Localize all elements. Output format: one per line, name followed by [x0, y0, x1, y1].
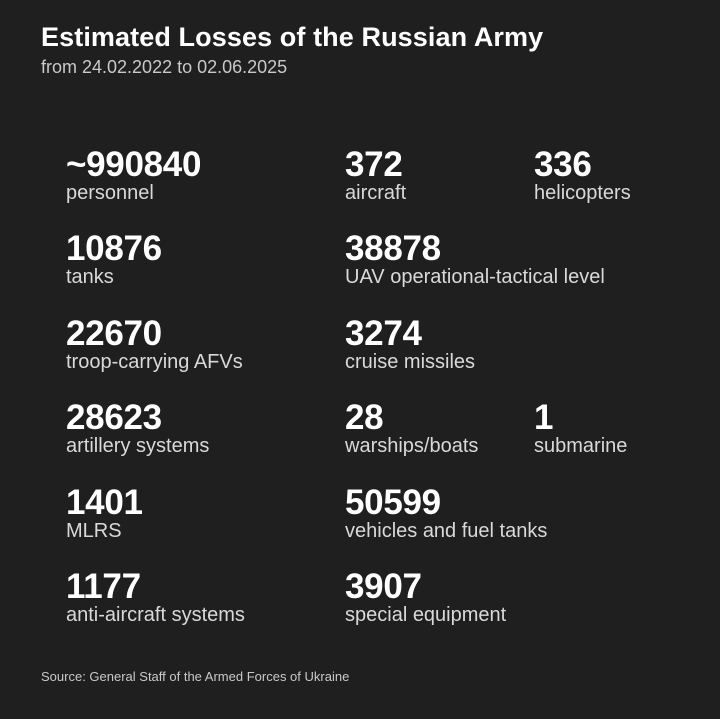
stat-label: artillery systems: [66, 435, 210, 457]
stat-personnel: ~990840 personnel: [66, 145, 202, 204]
stat-label: special equipment: [345, 604, 507, 626]
stat-value: 38878: [345, 229, 441, 268]
stat-value: 28623: [66, 398, 162, 437]
stat-label: vehicles and fuel tanks: [345, 520, 548, 542]
stat-artillery: 28623 artillery systems: [66, 398, 210, 457]
stat-value: 1177: [66, 567, 141, 606]
stat-label: UAV operational-tactical level: [345, 266, 605, 288]
stat-value: 3274: [345, 314, 422, 353]
stat-value: 336: [534, 145, 592, 184]
stat-value: 1: [534, 398, 554, 437]
stat-label: tanks: [66, 266, 114, 288]
stat-helicopters: 336 helicopters: [534, 145, 631, 204]
stat-value: 10876: [66, 229, 162, 268]
stat-value: 372: [345, 145, 403, 184]
stat-mlrs: 1401 MLRS: [66, 483, 143, 542]
stat-cruise-missiles: 3274 cruise missiles: [345, 314, 476, 373]
stat-submarine: 1 submarine: [534, 398, 628, 457]
stat-vehicles: 50599 vehicles and fuel tanks: [345, 483, 548, 542]
stat-value: ~990840: [66, 145, 202, 184]
stat-value: 28: [345, 398, 384, 437]
stat-label: cruise missiles: [345, 351, 476, 373]
stat-anti-aircraft: 1177 anti-aircraft systems: [66, 567, 245, 626]
stat-label: aircraft: [345, 182, 407, 204]
stat-value: 50599: [345, 483, 441, 522]
stat-warships: 28 warships/boats: [345, 398, 479, 457]
date-range-subtitle: from 24.02.2022 to 02.06.2025: [41, 57, 288, 77]
stat-special-equipment: 3907 special equipment: [345, 567, 507, 626]
stat-label: troop-carrying AFVs: [66, 351, 243, 373]
stat-label: personnel: [66, 182, 154, 204]
stat-label: submarine: [534, 435, 628, 457]
stat-afvs: 22670 troop-carrying AFVs: [66, 314, 243, 373]
source-note: Source: General Staff of the Armed Force…: [41, 669, 350, 684]
page-title: Estimated Losses of the Russian Army: [41, 22, 544, 52]
stat-aircraft: 372 aircraft: [345, 145, 407, 204]
stat-value: 1401: [66, 483, 143, 522]
stat-label: helicopters: [534, 182, 631, 204]
stat-label: warships/boats: [345, 435, 479, 457]
stat-label: MLRS: [66, 520, 122, 542]
stat-value: 3907: [345, 567, 422, 606]
stat-value: 22670: [66, 314, 162, 353]
stat-label: anti-aircraft systems: [66, 604, 245, 626]
stat-uav: 38878 UAV operational-tactical level: [345, 229, 605, 288]
stat-tanks: 10876 tanks: [66, 229, 162, 288]
